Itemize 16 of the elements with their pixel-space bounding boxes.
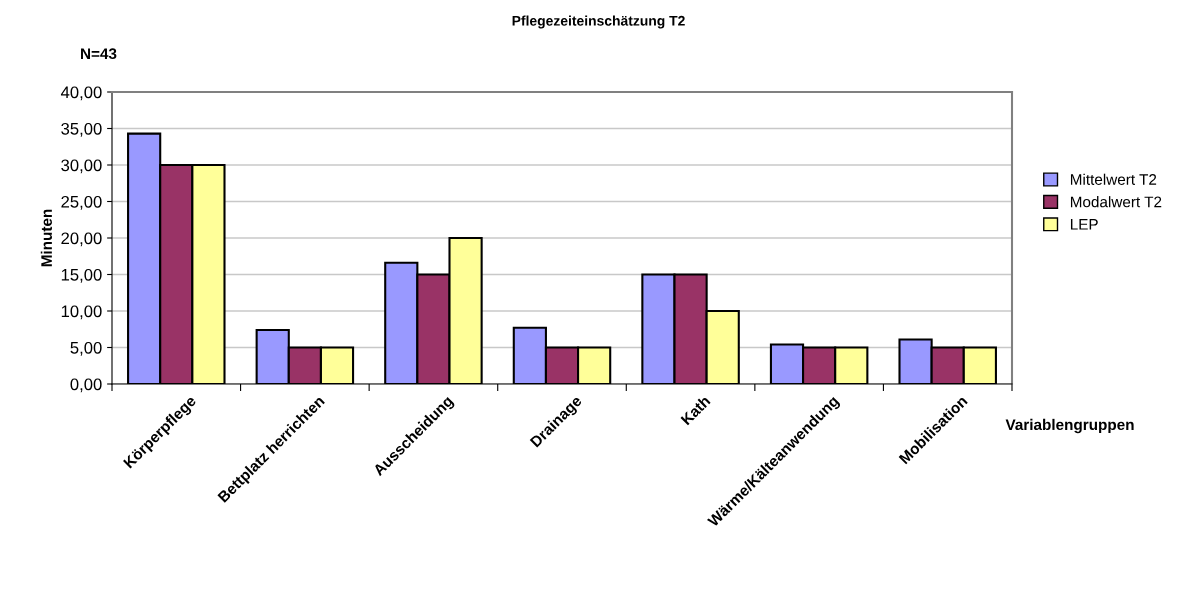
y-axis-title: Minuten — [40, 209, 52, 267]
chart-title: Pflegezeiteinschätzung T2 — [512, 15, 685, 29]
y-tick-label: 35,00 — [61, 122, 102, 137]
chart-subtitle: N=43 — [81, 48, 117, 60]
legend-label: LEP — [1070, 219, 1098, 230]
legend-label: Mittelwert T2 — [1070, 173, 1157, 185]
y-tick-label: 20,00 — [61, 232, 102, 247]
y-tick-label: 30,00 — [61, 159, 102, 174]
y-tick-label: 0,00 — [70, 378, 102, 393]
x-axis-title: Variablengruppen — [1005, 418, 1134, 434]
y-tick-label: 25,00 — [61, 195, 102, 210]
y-tick-label: 10,00 — [61, 305, 102, 320]
y-tick-label: 5,00 — [70, 341, 102, 356]
y-tick-label: 15,00 — [61, 268, 102, 283]
legend-label: Modalwert T2 — [1070, 196, 1162, 208]
y-tick-label: 40,00 — [60, 86, 102, 101]
